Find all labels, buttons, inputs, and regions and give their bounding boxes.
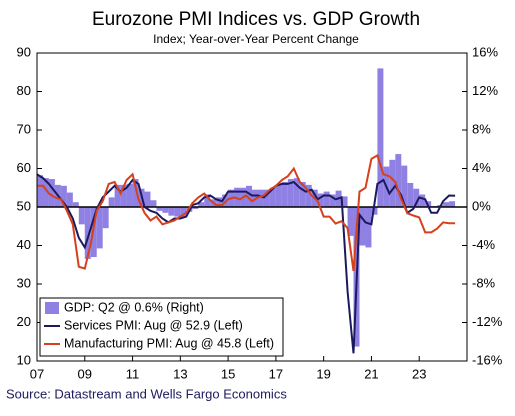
legend-label: Manufacturing PMI: Aug @ 45.8 (Left) — [64, 336, 274, 350]
gdp-bar — [180, 207, 187, 218]
y-tick-label: 60 — [17, 160, 31, 175]
gdp-bar — [257, 189, 264, 207]
y2-tick-label: 16% — [472, 44, 498, 59]
gdp-bar — [317, 193, 324, 207]
gdp-bar — [216, 197, 223, 207]
y2-tick-label: -16% — [472, 352, 503, 367]
y2-tick-label: 8% — [472, 121, 491, 136]
gdp-bar — [347, 207, 354, 236]
y2-tick-label: 0% — [472, 198, 491, 213]
gdp-bar — [168, 207, 175, 216]
gdp-bar — [419, 194, 426, 207]
pmi-line — [37, 153, 456, 272]
gdp-bar — [263, 189, 270, 207]
y2-tick-label: -12% — [472, 314, 503, 329]
y-tick-label: 40 — [17, 237, 31, 252]
gdp-bar — [72, 202, 79, 207]
gdp-bar — [114, 184, 121, 207]
gdp-bar — [449, 201, 456, 207]
gdp-bar — [132, 179, 139, 207]
gdp-bar — [443, 202, 450, 207]
gdp-bar — [204, 194, 211, 207]
x-tick-label: 23 — [412, 366, 426, 381]
gdp-bar — [162, 207, 169, 213]
gdp-bar — [359, 207, 366, 246]
x-tick-label: 21 — [364, 366, 378, 381]
gdp-bar — [42, 178, 49, 207]
legend-label: GDP: Q2 @ 0.6% (Right) — [64, 300, 204, 314]
x-tick-label: 13 — [173, 366, 187, 381]
x-tick-label: 15 — [221, 366, 235, 381]
x-tick-label: 09 — [78, 366, 92, 381]
legend: GDP: Q2 @ 0.6% (Right) Services PMI: Aug … — [39, 297, 284, 357]
y-tick-label: 30 — [17, 275, 31, 290]
plot-area — [36, 68, 467, 354]
gdp-bar — [329, 194, 336, 207]
x-tick-label: 11 — [126, 366, 140, 381]
gdp-bar — [299, 181, 306, 207]
gdp-bar — [66, 192, 73, 207]
gdp-bar — [192, 207, 199, 209]
gdp-bar — [389, 159, 396, 207]
gdp-bar — [78, 207, 85, 225]
legend-box — [39, 297, 284, 357]
y2-tick-label: -8% — [472, 275, 496, 290]
gdp-bar — [365, 207, 372, 248]
legend-label: Services PMI: Aug @ 52.9 (Left) — [64, 318, 243, 332]
gdp-bar — [281, 181, 288, 207]
gdp-bar — [275, 184, 282, 207]
gdp-bar — [156, 207, 163, 211]
x-tick-label: 17 — [269, 366, 283, 381]
x-tick-label: 19 — [316, 366, 330, 381]
gdp-bar — [293, 178, 300, 207]
source: Source: Datastream and Wells Fargo Econo… — [6, 386, 287, 401]
gdp-bar — [287, 179, 294, 207]
gdp-bar — [246, 185, 252, 207]
gdp-bar — [413, 188, 420, 207]
y-tick-label: 80 — [17, 83, 31, 98]
gdp-bar — [198, 202, 205, 207]
gdp-bar — [144, 191, 151, 207]
gdp-bar — [305, 184, 312, 207]
gdp-bar — [48, 179, 55, 207]
y2-tick-label: 12% — [472, 83, 498, 98]
gdp-bar — [102, 207, 109, 229]
y2-tick-label: 4% — [472, 160, 491, 175]
y2-tick-label: -4% — [472, 237, 496, 252]
gdp-bar — [108, 197, 115, 207]
pmi-line — [36, 173, 456, 354]
x-tick-label: 07 — [30, 366, 44, 381]
gdp-bar — [222, 194, 229, 207]
y-tick-label: 10 — [17, 352, 31, 367]
gdp-bar — [401, 165, 408, 207]
gdp-bar — [407, 182, 414, 207]
y-tick-label: 70 — [17, 121, 31, 136]
gdp-bar — [323, 191, 330, 207]
y-tick-label: 90 — [17, 44, 31, 59]
legend-swatch — [45, 302, 59, 314]
chart-title: Eurozone PMI Indices vs. GDP Growth — [92, 9, 420, 30]
gdp-bar — [84, 207, 91, 259]
gdp-bar — [395, 154, 402, 207]
y-tick-label: 50 — [17, 198, 31, 213]
gdp-bar — [174, 207, 181, 217]
y-tick-label: 20 — [17, 314, 31, 329]
gdp-bar — [371, 207, 378, 215]
gdp-bar — [126, 183, 133, 207]
gdp-bar — [341, 196, 348, 207]
chart-subtitle: Index; Year-over-Year Percent Change — [153, 32, 359, 46]
gdp-bar — [37, 175, 43, 207]
gdp-bar — [269, 187, 276, 207]
gdp-bar — [120, 184, 127, 207]
gdp-bar — [60, 185, 67, 207]
gdp-bar — [377, 68, 384, 208]
gdp-bar — [96, 207, 103, 249]
gdp-bar — [150, 200, 157, 207]
